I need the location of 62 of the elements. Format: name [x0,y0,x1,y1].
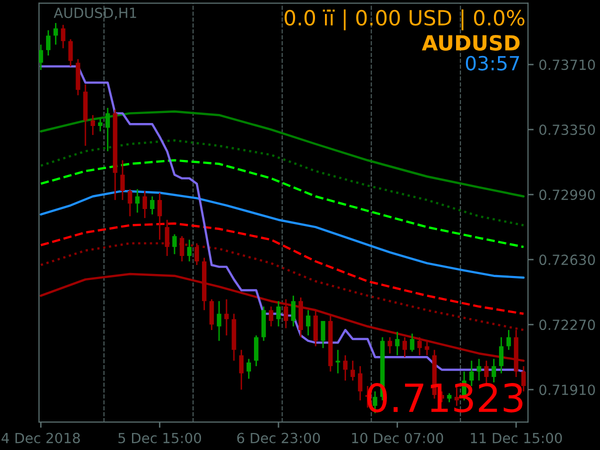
candlestick [105,107,110,152]
candlestick [417,336,422,356]
y-tick-label: 0.71910 [539,384,595,396]
y-tick-label: 0.72630 [539,254,595,266]
candlestick [476,358,482,382]
line-series [40,139,525,226]
candlestick [60,24,66,49]
candlestick [46,30,51,56]
candlestick [492,358,496,384]
candlestick [506,329,511,351]
candlestick [209,298,214,331]
candlestick [128,188,132,217]
y-tick-label: 0.73710 [539,60,595,70]
candlestick [320,320,326,349]
y-tick-label: 0.72270 [539,320,595,330]
line-series [40,159,525,248]
candlestick [135,188,140,214]
candlestick [90,114,96,136]
x-tick-label: 11 Dec 15:00 [470,432,562,444]
x-tick-label: 6 Dec 23:00 [237,432,320,444]
annotation: AUDUSD [422,34,520,51]
line-series [40,222,525,315]
candlestick [521,365,526,392]
candlestick [68,38,73,68]
candlestick [187,239,192,262]
chart-title: AUDUSD,H1 [54,8,136,20]
candlestick [150,196,154,216]
candlestick [180,235,184,262]
candlestick [216,300,222,342]
candlestick [306,309,310,336]
candlestick [194,242,200,266]
candlestick [39,44,44,71]
candlestick [410,332,414,352]
line-series [40,110,525,198]
candlestick [395,331,400,356]
candlestick [246,358,252,380]
candlestick [343,354,348,382]
annotation: 0.0 ïï | 0.00 USD | 0.0% [284,9,524,30]
candlestick [239,349,244,390]
candlestick [336,349,340,374]
candlestick [172,234,177,255]
y-tick-label: 0.73350 [539,124,595,136]
candlestick [157,192,162,240]
candlestick [142,190,148,219]
candlestick [53,22,58,46]
candlestick [358,365,362,402]
y-tick-label: 0.72990 [539,190,595,200]
candlestick [284,298,288,329]
candlestick [291,295,296,328]
x-tick-label: 10 Dec 07:00 [352,432,444,444]
candlestick [499,336,504,374]
candlestick [350,360,355,382]
x-tick-label: 4 Dec 2018 [2,432,80,444]
candlestick [120,160,125,201]
candlestick [254,334,258,367]
candlestick [164,219,170,257]
x-tick-label: 5 Dec 15:00 [118,432,202,444]
candlestick [388,336,392,354]
candlestick [268,306,274,328]
candlestick [402,336,407,358]
annotation: 03:57 [466,56,520,71]
candlestick [98,118,102,132]
